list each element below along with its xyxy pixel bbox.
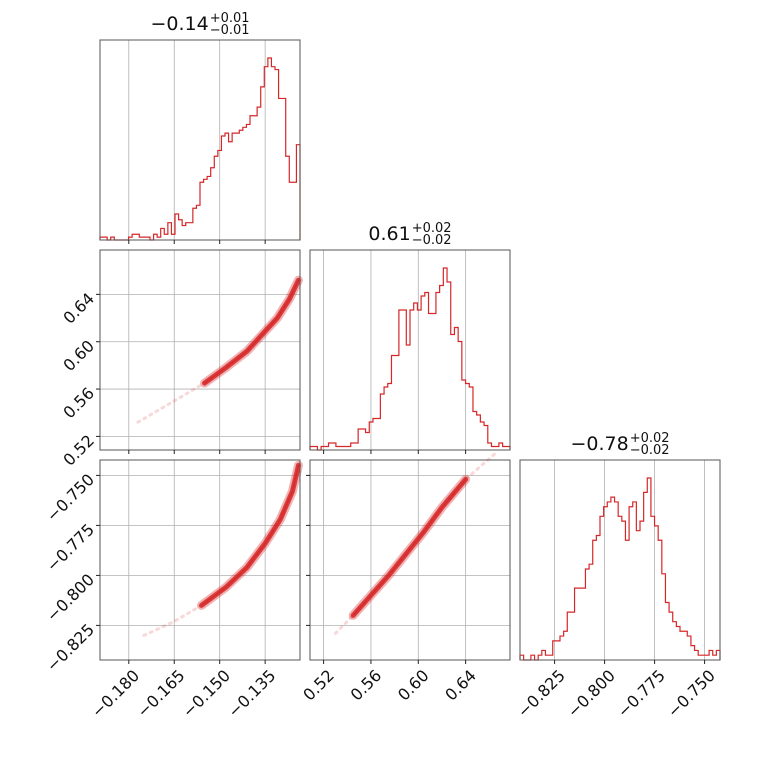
panel-title-1: 0.61 +0.02−0.02 bbox=[368, 221, 451, 248]
joint-band-0-2 bbox=[199, 462, 301, 608]
joint-band-core-1-2 bbox=[352, 478, 467, 616]
histogram-2 bbox=[519, 477, 721, 661]
y-tick-label-2-1: −0.800 bbox=[43, 570, 98, 625]
panel-frame-2-1 bbox=[309, 459, 511, 661]
joint-band-core-0-2 bbox=[200, 464, 300, 606]
title-plus-2: +0.02 bbox=[630, 431, 670, 446]
y-tick-label-2-2: −0.775 bbox=[43, 520, 98, 575]
y-tick-label-1-1: 0.56 bbox=[59, 384, 98, 423]
panel-frame-0-0 bbox=[99, 39, 301, 241]
joint-tail-0-1 bbox=[136, 278, 300, 424]
x-tick-label-2-0: −0.825 bbox=[514, 666, 569, 721]
y-tick-label-2-0: −0.825 bbox=[43, 620, 98, 675]
histogram-1 bbox=[309, 267, 511, 451]
panel-title-0: −0.14 +0.01−0.01 bbox=[151, 11, 250, 38]
title-plus-0: +0.01 bbox=[210, 11, 250, 26]
panel-frame-1-1 bbox=[309, 249, 511, 451]
x-tick-label-0-0: −0.180 bbox=[88, 666, 143, 721]
title-plus-1: +0.02 bbox=[412, 221, 452, 236]
panel-title-2: −0.78 +0.02−0.02 bbox=[571, 431, 670, 458]
title-minus-0: −0.01 bbox=[210, 23, 250, 38]
title-minus-2: −0.02 bbox=[630, 443, 670, 458]
x-tick-label-1-2: 0.60 bbox=[394, 666, 433, 705]
x-tick-label-1-1: 0.56 bbox=[347, 666, 386, 705]
x-tick-label-1-3: 0.64 bbox=[441, 666, 480, 705]
joint-band-outer-0-1 bbox=[200, 275, 303, 388]
joint-tail-0-2 bbox=[142, 463, 300, 637]
joint-band-outer-0-2 bbox=[197, 460, 303, 610]
panel-frame-1-0 bbox=[99, 249, 301, 451]
histogram-0 bbox=[99, 57, 301, 241]
title-median-1: 0.61 bbox=[368, 223, 410, 245]
panel-frame-2-2 bbox=[519, 459, 721, 661]
x-tick-label-0-3: −0.135 bbox=[224, 666, 279, 721]
y-tick-label-1-3: 0.64 bbox=[59, 289, 98, 328]
x-tick-label-1-0: 0.52 bbox=[299, 666, 338, 705]
title-minus-1: −0.02 bbox=[412, 233, 452, 248]
joint-band-core-0-1 bbox=[203, 279, 300, 384]
y-tick-label-1-0: 0.52 bbox=[59, 431, 98, 470]
x-tick-label-2-1: −0.800 bbox=[564, 666, 619, 721]
panel-frame-2-0 bbox=[99, 459, 301, 661]
x-tick-label-0-2: −0.150 bbox=[179, 666, 234, 721]
y-tick-label-1-2: 0.60 bbox=[59, 336, 98, 375]
title-median-2: −0.78 bbox=[571, 433, 629, 455]
y-tick-label-2-3: −0.750 bbox=[43, 470, 98, 525]
x-tick-label-2-3: −0.750 bbox=[664, 666, 719, 721]
title-median-0: −0.14 bbox=[151, 13, 209, 35]
x-tick-label-2-2: −0.775 bbox=[614, 666, 669, 721]
x-tick-label-0-1: −0.165 bbox=[133, 666, 188, 721]
